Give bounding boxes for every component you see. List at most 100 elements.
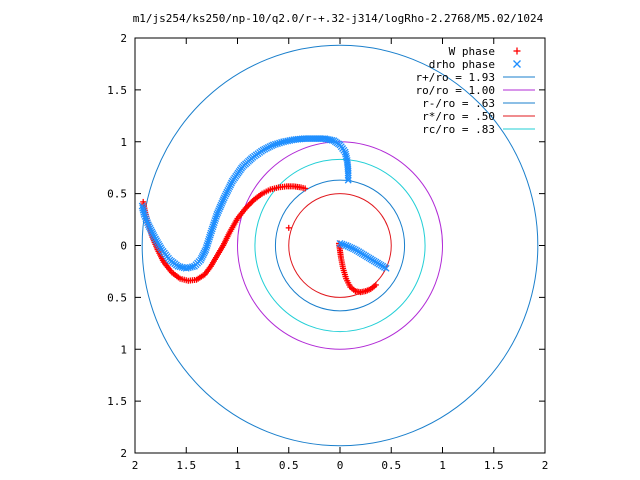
legend-label-4: r-/ro = .63	[422, 97, 495, 110]
y-tick-label-1: 1.5	[107, 84, 127, 97]
point-1-22-3	[218, 199, 226, 207]
point-1-22-8	[214, 209, 222, 216]
y-tick-label-8: 2	[120, 447, 127, 460]
point-1-33-3	[142, 215, 150, 222]
point-1-22-4	[217, 201, 225, 209]
point-1-23-7	[208, 225, 216, 233]
point-1-21-2	[227, 181, 235, 189]
point-1-3-4	[344, 242, 352, 250]
point-1-23-2	[212, 215, 220, 222]
point-1-22-1	[219, 196, 227, 204]
y-tick-label-0: 2	[120, 32, 127, 45]
point-1-3	[351, 246, 359, 254]
point-1-28-1	[180, 264, 188, 272]
point-1-23-4	[210, 219, 218, 227]
point-1-21-6	[223, 188, 231, 196]
point-1-27	[190, 262, 198, 270]
point-0-36	[140, 198, 147, 205]
x-tick-label-5: 0.5	[381, 459, 401, 472]
point-1-22-6	[215, 205, 223, 213]
point-1-4	[342, 242, 350, 249]
point-1-33-4	[141, 212, 149, 220]
point-1-24-1	[206, 231, 214, 239]
point-1-16-1	[278, 138, 286, 146]
y-tick-label-5: 0.5	[107, 291, 127, 304]
point-1-33-1	[144, 219, 151, 227]
point-1-5	[336, 239, 344, 247]
reference-circles	[141, 44, 539, 447]
point-1-27-1	[188, 263, 196, 271]
point-1-28	[182, 264, 190, 272]
point-1-24-3	[205, 235, 213, 243]
point-1-33-2	[143, 217, 151, 225]
point-1-22-2	[219, 198, 227, 205]
point-1-24	[207, 229, 215, 237]
y-tick-label-2: 1	[120, 136, 127, 149]
point-1-8-3	[342, 150, 350, 158]
point-1-23-8	[208, 227, 215, 235]
point-1-28-2	[178, 263, 186, 271]
point-1-22-5	[216, 203, 224, 211]
x-tick-label-8: 2	[542, 459, 549, 472]
legend-label-0: W phase	[449, 45, 495, 58]
point-1-21-7	[222, 190, 230, 198]
legend-marker-0	[513, 47, 521, 55]
y-tick-label-6: 1	[120, 343, 127, 356]
legend-label-3: ro/ro = 1.00	[416, 84, 495, 97]
point-1-21-3	[226, 183, 234, 191]
x-tick-label-3: 0.5	[279, 459, 299, 472]
point-1-22	[220, 194, 228, 202]
circle-5	[288, 193, 392, 298]
y-tick-label-3: 0.5	[107, 188, 127, 201]
point-1-23-6	[209, 223, 217, 231]
point-1-24-5	[204, 239, 212, 247]
point-1-21-8	[221, 192, 229, 200]
point-1-22-7	[215, 207, 223, 215]
point-1-21	[228, 177, 236, 185]
legend-marker-1	[513, 60, 521, 68]
point-1-23	[213, 210, 221, 218]
circle-4	[274, 179, 406, 312]
y-tick-label-7: 1.5	[107, 395, 127, 408]
point-1-15-4	[282, 137, 290, 145]
legend-label-6: rc/ro = .83	[422, 123, 495, 136]
x-tick-label-0: 2	[132, 459, 139, 472]
point-1-4-1	[340, 241, 348, 249]
point-1-23-3	[211, 217, 219, 225]
point-1-16-2	[276, 139, 283, 147]
x-tick-label-4: 0	[337, 459, 344, 472]
y-tick-label-4: 0	[120, 240, 127, 253]
x-tick-label-2: 1	[234, 459, 241, 472]
data-points	[138, 135, 390, 296]
point-1-24-6	[203, 242, 211, 249]
point-1-24-4	[204, 237, 212, 245]
x-tick-label-7: 1.5	[484, 459, 504, 472]
point-1-34-3	[139, 204, 147, 212]
legend-label-2: r+/ro = 1.93	[416, 71, 495, 84]
legend-label-1: drho phase	[429, 58, 495, 71]
point-1-27-2	[186, 263, 194, 271]
point-1-33	[144, 221, 152, 229]
point-1-24-2	[206, 233, 214, 241]
point-1-23-1	[212, 212, 220, 220]
circle-2	[141, 44, 539, 447]
point-1-24-7	[202, 244, 210, 252]
point-1-21-5	[224, 186, 232, 194]
point-1-21-4	[225, 185, 233, 193]
x-tick-label-6: 1	[439, 459, 446, 472]
axis-ticks: 2 1.5 1 0.5 0 0.5 1 1.5 221.510.500.511.52	[107, 32, 548, 472]
legend-label-5: r*/ro = .50	[422, 110, 495, 123]
point-1-28-3	[176, 263, 184, 271]
point-1-3-1	[350, 245, 357, 253]
circle-6	[254, 158, 426, 333]
chart-title: m1/js254/ks250/np-10/q2.0/r-+.32-j314/lo…	[133, 12, 544, 25]
point-1-16-3	[274, 140, 281, 148]
point-1-4-2	[338, 240, 346, 248]
x-tick-label-1: 1.5	[176, 459, 196, 472]
point-0-11	[285, 224, 292, 231]
point-1-3-2	[348, 244, 356, 252]
point-1-23-5	[210, 221, 218, 229]
point-1-16-4	[271, 140, 279, 148]
